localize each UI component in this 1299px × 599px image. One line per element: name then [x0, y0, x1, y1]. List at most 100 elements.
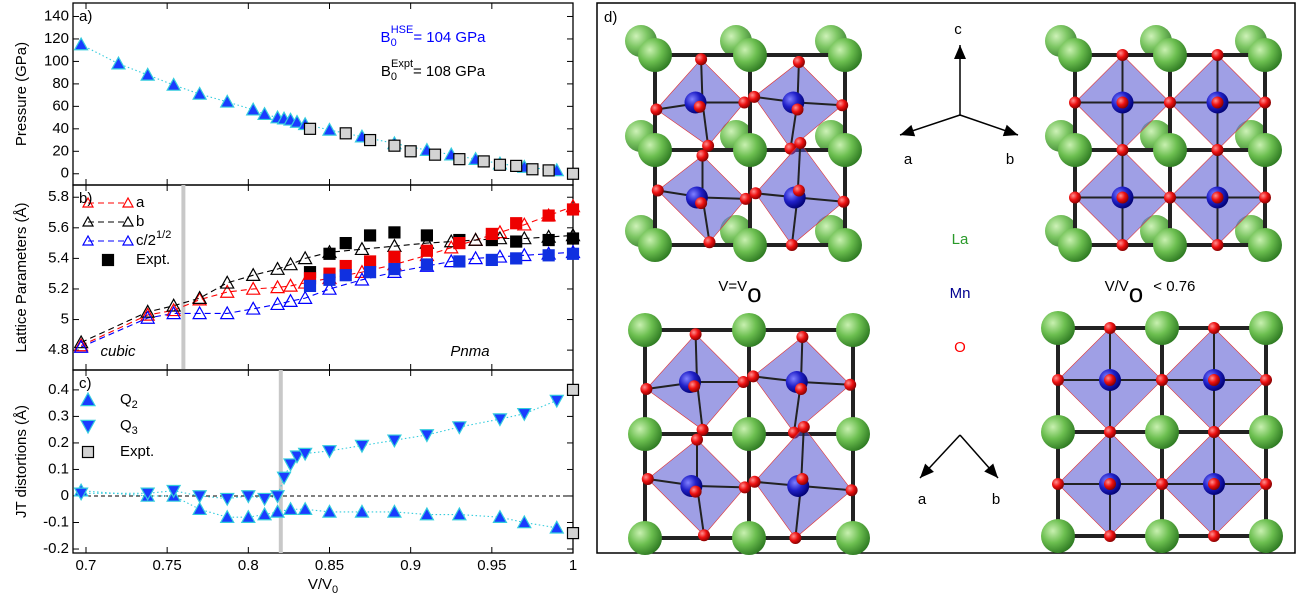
- y-tick-label: -0.2: [43, 540, 69, 557]
- y-tick-label: 140: [44, 7, 69, 24]
- annotation-text: B: [381, 29, 391, 46]
- o-atom: [1208, 478, 1220, 490]
- x-tick-label: 0.95: [477, 557, 506, 574]
- o-atom: [1211, 96, 1224, 109]
- marker-square: [363, 133, 377, 147]
- la-atom: [836, 417, 870, 451]
- marker-triangle: [245, 281, 261, 295]
- o-atom: [693, 100, 706, 113]
- y-tick-label: 120: [44, 30, 69, 47]
- marker-triangle: [73, 334, 89, 349]
- y-tick-label: 0: [61, 165, 69, 182]
- axis-label: b: [992, 491, 1000, 508]
- marker-triangle: [270, 296, 286, 311]
- caption-sub: o: [1129, 278, 1143, 308]
- y-tick-label: 20: [52, 142, 69, 159]
- y-tick-label: -0.1: [43, 513, 69, 530]
- caption: V/Vo < 0.76: [1105, 278, 1196, 308]
- marker-triangle: [140, 310, 156, 324]
- legend-text: a: [136, 194, 145, 211]
- o-atom: [688, 380, 701, 393]
- marker-triangle: [419, 429, 435, 443]
- arrow-head: [1002, 124, 1018, 137]
- marker-triangle: [121, 234, 135, 246]
- marker-triangle: [166, 484, 182, 499]
- o-atom: [689, 485, 702, 498]
- la-atom: [732, 417, 766, 451]
- marker-triangle: [81, 215, 95, 227]
- marker-triangle: [419, 506, 435, 521]
- arrow-head: [954, 45, 966, 59]
- la-atom: [733, 133, 767, 167]
- marker-triangle: [354, 241, 370, 256]
- annotation-sub: 0: [391, 37, 397, 49]
- series-line: [80, 251, 574, 348]
- marker-triangle: [219, 492, 235, 507]
- annotation: B0HSE= 104 GPa: [381, 24, 487, 49]
- series-line: [80, 44, 557, 171]
- bond: [696, 485, 745, 489]
- legend-text: Expt.: [120, 443, 154, 460]
- o-atom: [1208, 322, 1220, 334]
- y-tick-label: 0.3: [48, 407, 69, 424]
- o-atom: [1104, 478, 1116, 490]
- o-atom: [1104, 374, 1116, 386]
- marker-square: [363, 266, 377, 279]
- la-atom: [836, 313, 870, 347]
- marker-square: [566, 247, 580, 260]
- marker-triangle: [257, 106, 273, 121]
- o-atom: [696, 423, 709, 436]
- la-atom: [1249, 311, 1283, 345]
- marker-square: [566, 232, 580, 245]
- la-atom: [628, 521, 662, 555]
- o-atom: [747, 370, 760, 383]
- caption-sub: o: [747, 278, 761, 308]
- marker-triangle: [140, 67, 156, 81]
- x-tick-label: 0.7: [76, 557, 97, 574]
- legend-text: b: [136, 213, 144, 230]
- la-atom: [733, 228, 767, 262]
- marker-square: [420, 258, 433, 271]
- legend-label: Expt.: [120, 443, 154, 460]
- marker-triangle: [297, 290, 313, 304]
- o-atom: [785, 239, 798, 251]
- marker-square: [477, 155, 490, 168]
- marker-triangle: [240, 490, 256, 504]
- marker-triangle: [81, 234, 95, 246]
- marker-square: [81, 445, 95, 459]
- legend-label: c/21/2: [136, 229, 171, 249]
- marker-triangle: [73, 487, 89, 502]
- o-atom: [1164, 96, 1176, 109]
- marker-triangle: [451, 506, 467, 521]
- la-atom: [733, 38, 767, 72]
- o-atom: [695, 53, 708, 66]
- marker-triangle: [321, 445, 338, 459]
- marker-square: [510, 235, 523, 248]
- marker-triangle: [121, 215, 135, 227]
- marker-triangle: [245, 101, 261, 116]
- la-atom: [1248, 38, 1282, 72]
- marker-triangle: [354, 439, 370, 454]
- la-atom: [638, 133, 672, 167]
- o-atom: [1211, 239, 1224, 251]
- marker-square: [303, 279, 317, 293]
- plot-frame: [72, 369, 574, 554]
- marker-triangle: [289, 450, 305, 464]
- marker-triangle: [192, 490, 208, 504]
- marker-triangle: [79, 391, 97, 407]
- annotation-text: = 104 GPa: [413, 29, 486, 46]
- marker-triangle: [219, 275, 235, 289]
- la-atom: [628, 417, 662, 451]
- la-atom: [1153, 38, 1187, 72]
- plot-frame: [72, 2, 574, 186]
- marker-triangle: [354, 504, 370, 518]
- marker-square: [510, 252, 523, 265]
- marker-triangle: [451, 421, 467, 435]
- legend-text: c/2: [136, 232, 156, 249]
- marker-square: [388, 139, 401, 152]
- legend-label: b: [136, 213, 144, 230]
- la-atom: [1145, 311, 1179, 345]
- o-atom: [1211, 49, 1224, 61]
- marker-triangle: [73, 36, 89, 51]
- marker-square: [542, 209, 555, 222]
